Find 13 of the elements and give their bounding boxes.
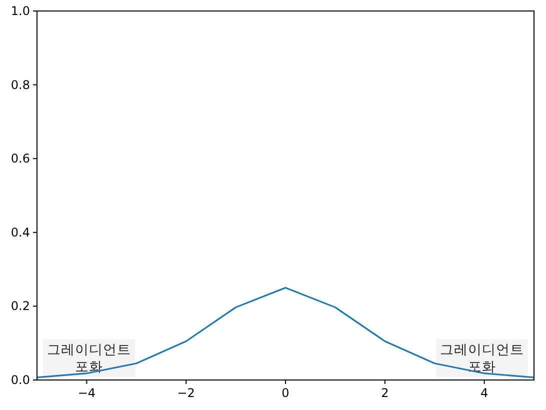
annotation: 그레이디언트 포화 <box>47 342 131 375</box>
line-series <box>37 286 534 378</box>
x-tick-label: −2 <box>177 386 195 400</box>
y-tick-label: 0.0 <box>10 373 30 387</box>
y-tick-label: 0.4 <box>10 225 30 240</box>
y-tick-label: 0.8 <box>10 78 30 92</box>
y-tick-label: 1.0 <box>10 4 30 18</box>
x-tick-label: −4 <box>78 386 96 400</box>
y-tick-label: 0.2 <box>10 299 30 314</box>
x-tick-label: 2 <box>381 386 389 400</box>
x-tick-label: 4 <box>480 386 488 400</box>
y-tick-label: 0.6 <box>10 152 30 166</box>
x-tick-label: 0 <box>282 386 290 400</box>
